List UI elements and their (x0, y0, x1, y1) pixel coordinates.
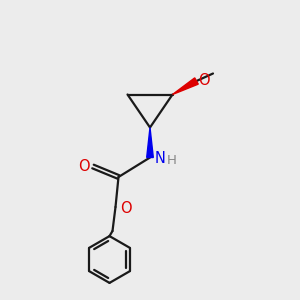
Text: O: O (120, 201, 131, 216)
Text: O: O (198, 73, 209, 88)
Text: O: O (78, 159, 89, 174)
Text: H: H (167, 154, 177, 167)
Polygon shape (172, 78, 198, 94)
Polygon shape (147, 128, 153, 158)
Text: N: N (155, 151, 166, 166)
